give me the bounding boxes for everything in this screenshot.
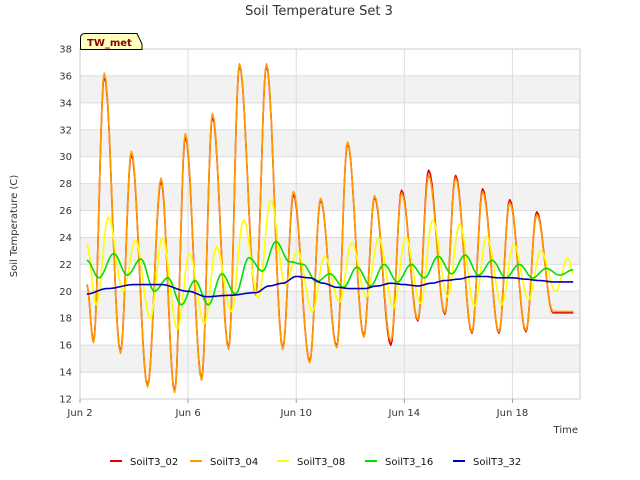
gridlines [79, 48, 580, 400]
y-tick-label: 36 [59, 71, 72, 82]
x-axis-title: Time [553, 425, 578, 436]
y-tick-label: 20 [59, 287, 72, 298]
series-line-soilt3-08 [86, 199, 574, 330]
series-line-soilt3-32 [86, 275, 574, 298]
x-tick-label: Jun 14 [388, 408, 421, 419]
y-tick-label: 18 [59, 314, 72, 325]
legend-label: SoilT3_02 [130, 457, 178, 468]
grid-band [80, 237, 580, 265]
y-tick-label: 34 [59, 98, 72, 109]
y-tick-label: 24 [59, 233, 72, 244]
y-tick-label: 14 [59, 368, 72, 379]
x-tick-label: Jun 18 [496, 408, 529, 419]
x-tick-label: Jun 2 [66, 408, 92, 419]
grid-band [80, 183, 580, 211]
plot-background-bands [80, 75, 580, 373]
legend-label: SoilT3_04 [210, 457, 258, 468]
site-badge-label: TW_met [87, 38, 132, 49]
x-tick-label: Jun 6 [175, 408, 201, 419]
legend-label: SoilT3_32 [473, 457, 521, 468]
y-tick-label: 12 [59, 395, 72, 406]
legend-label: SoilT3_16 [385, 457, 433, 468]
y-tick-label: 16 [59, 341, 72, 352]
y-tick-label: 26 [59, 206, 72, 217]
chart-title: Soil Temperature Set 3 [245, 4, 393, 19]
y-tick-label: 28 [59, 179, 72, 190]
series-lines [86, 62, 574, 394]
grid-band [80, 75, 580, 103]
y-tick-label: 22 [59, 260, 72, 271]
y-axis-ticks: 12 14 16 18 20 22 24 26 28 30 32 34 36 38 [59, 45, 72, 406]
legend-label: SoilT3_08 [297, 457, 345, 468]
y-tick-label: 32 [59, 125, 72, 136]
site-badge: TW_met [80, 33, 143, 50]
x-axis-ticks: Jun 2 Jun 6 Jun 10 Jun 14 Jun 18 [66, 399, 528, 419]
grid-band [80, 129, 580, 157]
y-tick-label: 38 [59, 45, 72, 56]
x-tick-label: Jun 10 [279, 408, 312, 419]
series-line-soilt3-04 [86, 62, 574, 394]
series-line-soilt3-02 [86, 64, 574, 392]
y-axis-title: Soil Temperature (C) [9, 175, 20, 278]
grid-band [80, 345, 580, 373]
legend: SoilT3_02 SoilT3_04 SoilT3_08 SoilT3_16 Soil… [110, 457, 521, 468]
y-tick-label: 30 [59, 152, 72, 163]
series-line-soilt3-16 [86, 240, 574, 306]
plot-frame [79, 48, 581, 400]
